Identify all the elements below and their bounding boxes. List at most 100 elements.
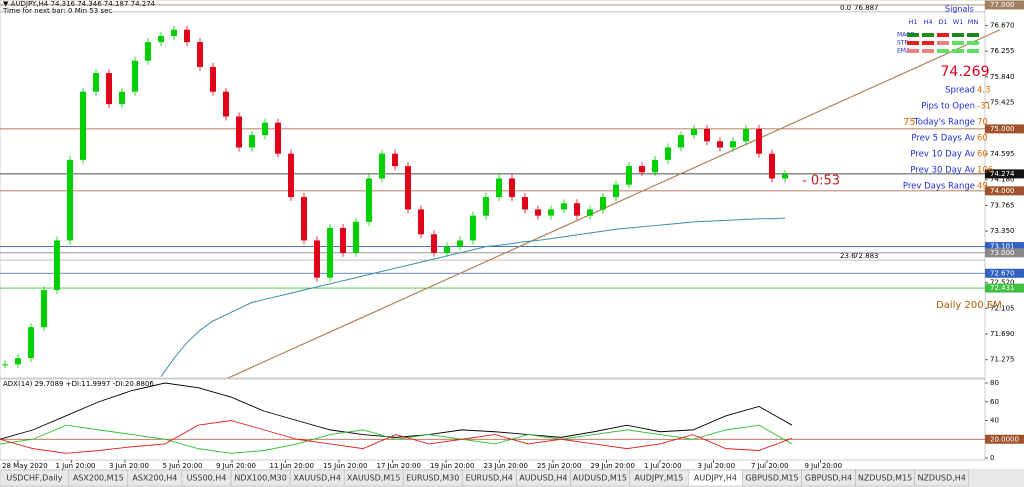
tab-label[interactable]: GBPUSD,M15 <box>745 474 798 483</box>
candle <box>392 153 398 167</box>
tab-label[interactable]: ASX200,H4 <box>132 474 177 483</box>
level-tag <box>985 169 1024 179</box>
panel-label: Prev Days Range <box>903 182 975 192</box>
candle <box>457 240 463 247</box>
panel-value: 70 <box>977 118 988 128</box>
candle <box>639 166 645 173</box>
timeframe: H1 <box>908 18 917 26</box>
candle <box>600 197 606 210</box>
y-tick-label: 76.255 <box>990 47 1015 55</box>
x-tick-label: 5 Jun 20:00 <box>163 462 203 470</box>
y-tick-label: 74.180 <box>990 176 1015 184</box>
tab-label[interactable]: NZDUSD,H4 <box>917 474 965 483</box>
tab-label[interactable]: ASX200,M15 <box>73 474 124 483</box>
candle <box>54 240 60 291</box>
tab-label[interactable]: US500,H4 <box>187 474 227 483</box>
level-label: 72.431 <box>990 284 1015 292</box>
candle <box>717 141 723 148</box>
panel-label: Prev 30 Day Av <box>910 166 975 176</box>
signal-cell <box>937 33 949 37</box>
panel-value: 106 <box>977 166 993 176</box>
x-tick-label: 1 Jun 20:00 <box>56 462 96 470</box>
candle <box>626 166 632 185</box>
x-tick-label: 29 Jun 20:00 <box>591 462 635 470</box>
today-open: 75 <box>903 117 916 128</box>
x-tick-label: 3 Jul 20:00 <box>698 462 736 470</box>
tab-label[interactable]: NZDUSD,M15 <box>858 474 912 483</box>
ema-line <box>160 217 786 378</box>
panel-label: Pips to Open <box>921 102 975 112</box>
candle <box>691 128 697 136</box>
symbol-header: ▼ AUDJPY,H4 74.316 74.346 74.187 74.274 <box>3 0 156 8</box>
signal-cell <box>967 33 979 37</box>
candle <box>587 209 593 216</box>
x-tick-label: 28 May 2020 <box>2 462 48 470</box>
candle <box>522 197 528 210</box>
signal-cell <box>967 49 979 53</box>
candle <box>613 184 619 198</box>
candle <box>782 174 788 179</box>
signal-cell <box>922 41 934 45</box>
tab-label[interactable]: NDX100,M30 <box>234 474 287 483</box>
fib-label: 23.6 <box>840 252 856 260</box>
tab-label[interactable]: USDCHF,Daily <box>6 474 62 483</box>
candle <box>678 135 684 148</box>
y-tick-label: 75.425 <box>990 99 1015 107</box>
countdown: - 0:53 <box>802 174 840 189</box>
signal-cell <box>922 33 934 37</box>
y-tick-label: 75.840 <box>990 73 1015 81</box>
level-tag <box>985 186 1024 196</box>
candle <box>197 42 203 67</box>
level-label: 73.101 <box>990 243 1015 251</box>
timeframe: MN <box>968 18 979 26</box>
tab-label[interactable]: EURUSD,M30 <box>406 474 459 483</box>
panel-value: 4.3 <box>977 86 991 96</box>
candle <box>730 141 736 148</box>
tab-label[interactable]: AUDJPY,M15 <box>634 474 683 483</box>
candle <box>275 122 281 154</box>
tab-label[interactable]: AUDUSD,M15 <box>573 474 627 483</box>
candle <box>548 209 554 216</box>
adx-frame <box>0 378 986 461</box>
candle <box>470 215 476 241</box>
x-tick-label: 7 Jul 20:00 <box>751 462 789 470</box>
signal-cell <box>967 41 979 45</box>
candle <box>249 135 255 148</box>
signal-name: MACD <box>897 32 915 39</box>
level-tag <box>985 124 1024 134</box>
level-tag <box>985 0 1024 10</box>
tab-label[interactable]: GBPUSD,H4 <box>805 474 852 483</box>
fib-value: 76.887 <box>854 4 879 12</box>
tab-label[interactable]: XAUUSD,H4 <box>293 474 341 483</box>
panel-label: Spread <box>945 86 975 96</box>
tab-label[interactable]: AUDJPY,H4 <box>694 474 737 483</box>
tab-label[interactable]: EURUSD,H4 <box>466 474 513 483</box>
candle <box>366 178 372 222</box>
candle <box>67 159 73 241</box>
candle <box>28 327 34 359</box>
bar-timer: Time for next bar: 0 Min 53 sec <box>2 7 112 15</box>
tab-label[interactable]: XAUUSD,M15 <box>347 474 401 483</box>
tab[interactable] <box>914 469 969 487</box>
x-tick-label: 9 Jun 20:00 <box>216 462 256 470</box>
panel-value: 60 <box>977 150 988 160</box>
level-label: 77.000 <box>990 1 1015 9</box>
y-tick-label: 71.275 <box>990 356 1015 364</box>
candle <box>405 166 411 210</box>
x-tick-label: 15 Jun 20:00 <box>323 462 367 470</box>
signal-cell <box>907 33 919 37</box>
tab-label[interactable]: AUDUSD,H4 <box>519 474 567 483</box>
candle <box>561 203 567 210</box>
level-tag <box>985 268 1024 278</box>
signal-cell <box>937 49 949 53</box>
candle <box>496 178 502 198</box>
level-label: 73.000 <box>990 249 1015 257</box>
candle <box>184 29 190 43</box>
candle <box>444 246 450 253</box>
adx-line <box>0 382 793 440</box>
main-chart-frame <box>0 0 986 379</box>
candle <box>145 42 151 61</box>
y-tick-label: 71.690 <box>990 330 1015 338</box>
candle <box>106 73 112 105</box>
level-tag <box>985 248 1024 258</box>
